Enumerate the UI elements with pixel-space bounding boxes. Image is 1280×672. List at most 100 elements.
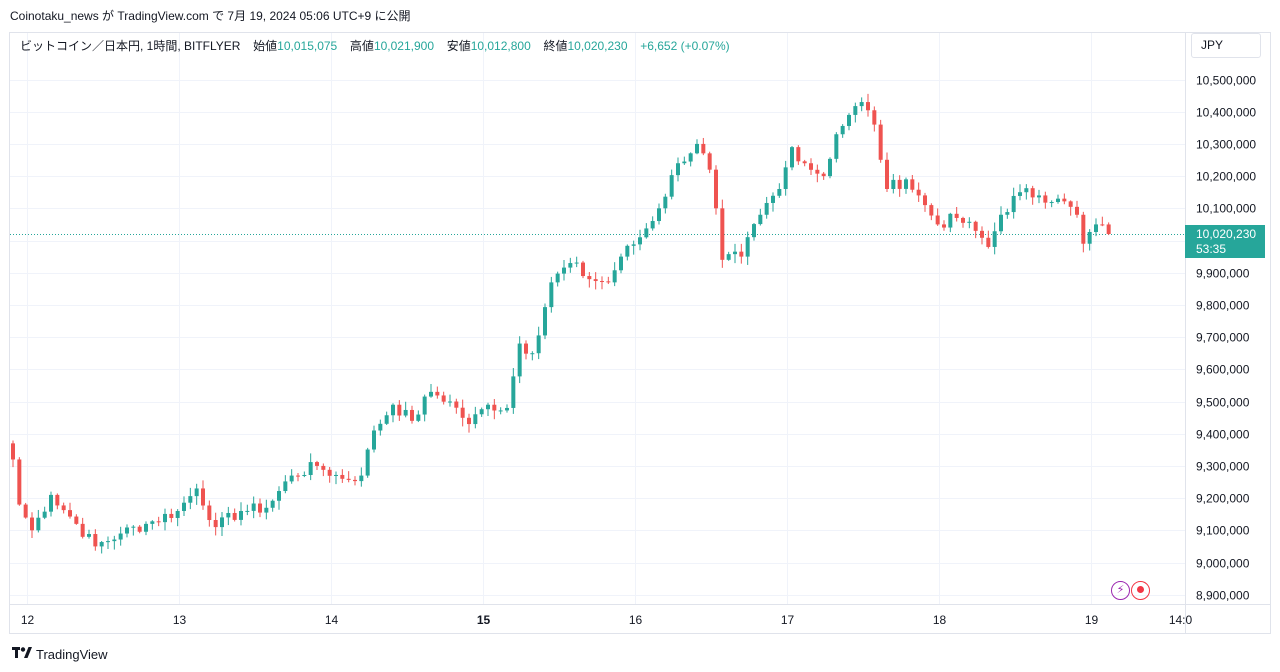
lightning-icon[interactable]: ⚡ bbox=[1111, 581, 1130, 600]
candle-body bbox=[422, 396, 427, 415]
currency-button[interactable]: JPY bbox=[1191, 33, 1261, 58]
candle bbox=[441, 391, 446, 405]
candle-body bbox=[638, 237, 642, 245]
candle bbox=[232, 508, 237, 522]
candle bbox=[657, 203, 661, 225]
candle bbox=[473, 406, 478, 429]
candle-body bbox=[802, 161, 807, 164]
candle bbox=[163, 508, 167, 531]
candle bbox=[23, 502, 28, 519]
x-tick-label: 15 bbox=[477, 613, 491, 627]
candle bbox=[1068, 200, 1073, 216]
y-tick-label: 9,200,000 bbox=[1196, 492, 1250, 506]
candle bbox=[61, 502, 66, 514]
candle bbox=[562, 259, 566, 281]
candle bbox=[87, 529, 91, 539]
candle-body bbox=[929, 205, 934, 216]
candle-body bbox=[821, 173, 826, 177]
candle-body bbox=[543, 307, 547, 336]
candle-body bbox=[872, 110, 877, 125]
symbol-label[interactable]: ビットコイン／日本円, 1時間, BITFLYER bbox=[20, 39, 241, 53]
candle-body bbox=[226, 512, 231, 518]
candle bbox=[220, 512, 224, 537]
candle bbox=[625, 244, 630, 261]
candle-body bbox=[980, 230, 984, 238]
candle-body bbox=[695, 143, 699, 154]
candle bbox=[1081, 211, 1086, 253]
candle bbox=[606, 276, 611, 285]
candle-body bbox=[676, 163, 680, 176]
candle bbox=[93, 529, 98, 551]
candle-body bbox=[631, 244, 636, 246]
candle bbox=[460, 399, 465, 427]
candle bbox=[733, 243, 737, 264]
candle bbox=[783, 160, 788, 196]
candle bbox=[384, 411, 389, 426]
candle bbox=[416, 410, 421, 423]
candle bbox=[511, 368, 516, 414]
candle-body bbox=[1024, 188, 1029, 193]
candle bbox=[1030, 185, 1035, 205]
candle bbox=[201, 480, 205, 510]
candle-body bbox=[1030, 188, 1035, 198]
candle bbox=[118, 526, 123, 546]
candle bbox=[467, 413, 471, 433]
tradingview-logo-icon[interactable] bbox=[12, 641, 32, 669]
candle-body bbox=[36, 517, 41, 531]
record-icon[interactable] bbox=[1131, 581, 1150, 600]
candle bbox=[847, 113, 851, 131]
candle-body bbox=[144, 523, 148, 532]
candle bbox=[435, 386, 440, 399]
candle bbox=[669, 169, 674, 200]
candle-body bbox=[720, 208, 725, 260]
candle bbox=[1011, 187, 1016, 219]
candle-body bbox=[1011, 195, 1016, 213]
candle-body bbox=[410, 409, 414, 421]
candle-body bbox=[701, 143, 706, 154]
candle-body bbox=[93, 534, 98, 547]
x-tick-label: 16 bbox=[629, 613, 643, 627]
x-tick-label: 14 bbox=[325, 613, 339, 627]
candle bbox=[258, 498, 262, 518]
candle-body bbox=[188, 496, 193, 503]
candle-body bbox=[954, 213, 959, 218]
candle bbox=[479, 407, 484, 417]
candle bbox=[828, 157, 832, 179]
candle-body bbox=[612, 270, 617, 283]
y-tick-label: 9,700,000 bbox=[1196, 331, 1250, 345]
candle bbox=[695, 139, 699, 155]
y-tick-label: 10,500,000 bbox=[1196, 74, 1256, 88]
candle-body bbox=[435, 391, 440, 396]
candle-body bbox=[771, 195, 775, 203]
candle bbox=[568, 257, 573, 273]
candle bbox=[131, 525, 136, 536]
candle bbox=[264, 499, 269, 520]
candle-body bbox=[517, 343, 522, 377]
candle-body bbox=[1075, 206, 1079, 215]
candle-body bbox=[175, 510, 180, 518]
candle bbox=[340, 469, 345, 483]
candle bbox=[397, 400, 402, 421]
candle-body bbox=[549, 282, 554, 308]
candle bbox=[226, 506, 231, 526]
x-tick-label: 14:0 bbox=[1169, 613, 1193, 627]
candle bbox=[802, 159, 807, 167]
candle bbox=[30, 512, 34, 538]
candle-body bbox=[239, 510, 243, 520]
candle bbox=[593, 272, 598, 290]
candle bbox=[796, 145, 801, 165]
chart-legend: ビットコイン／日本円, 1時間, BITFLYER 始値10,015,075 高… bbox=[20, 38, 730, 54]
low-value: 10,012,800 bbox=[470, 39, 531, 53]
candle-body bbox=[441, 395, 446, 402]
chart-frame bbox=[9, 32, 1271, 634]
candle bbox=[283, 475, 288, 494]
candle bbox=[612, 262, 617, 287]
candle bbox=[188, 487, 193, 510]
candle-body bbox=[416, 414, 421, 421]
candle-body bbox=[878, 124, 883, 160]
candle bbox=[289, 469, 294, 484]
tradingview-brand[interactable]: TradingView bbox=[36, 646, 108, 662]
candle bbox=[644, 223, 649, 239]
candle-body bbox=[764, 202, 769, 215]
